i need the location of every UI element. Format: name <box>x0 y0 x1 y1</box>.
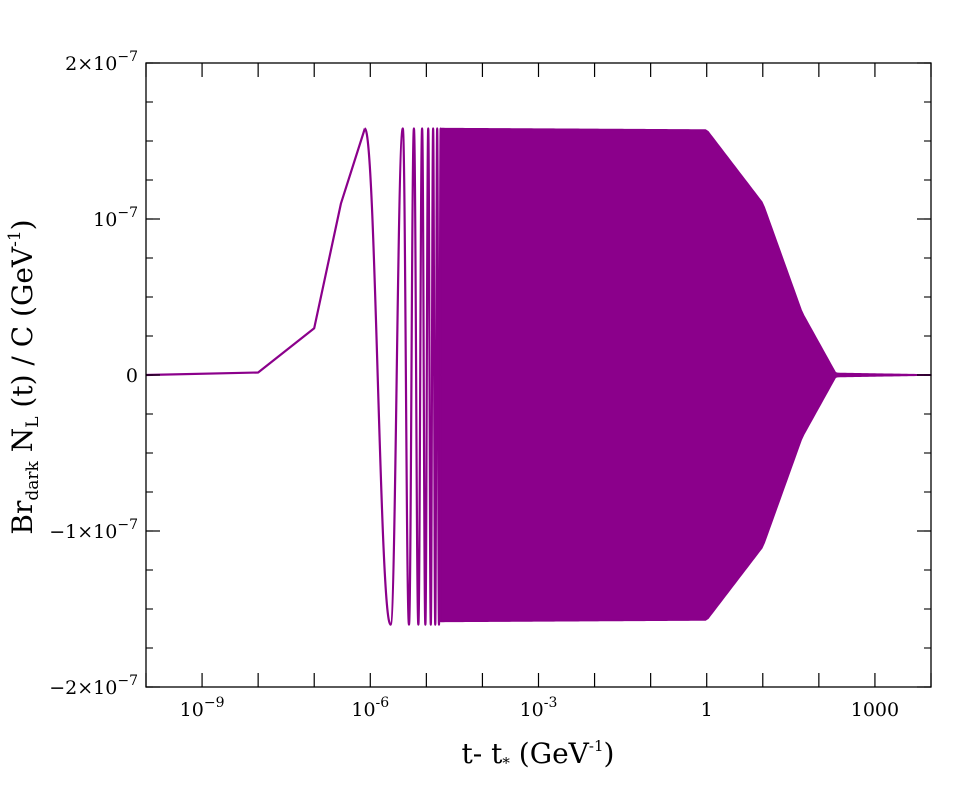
y-axis-label: Brdark NL (t) / C (GeV-1) <box>5 219 43 534</box>
series-line-oscillations <box>363 127 442 626</box>
x-tick-label: 10−9 <box>180 695 225 721</box>
x-axis-label: t- t* (GeV-1) <box>462 737 615 772</box>
y-tick-label: −2×10−7 <box>49 673 138 699</box>
y-tick-label: 2×10−7 <box>65 49 138 75</box>
y-tick-label: −1×10−7 <box>49 517 138 543</box>
x-tick-label: 10-6 <box>351 695 389 721</box>
y-tick-label: 0 <box>126 365 138 387</box>
axes: 10−9 10-6 10-3 1 1000 2×10−7 10−7 0 −1×10−7 −2×10… <box>49 49 932 721</box>
x-tick-label: 10-3 <box>520 695 558 721</box>
x-tick-label: 1 <box>701 699 713 721</box>
x-tick-label: 1000 <box>851 699 899 721</box>
y-tick-label: 10−7 <box>93 205 138 231</box>
series-line-rise <box>145 128 366 377</box>
